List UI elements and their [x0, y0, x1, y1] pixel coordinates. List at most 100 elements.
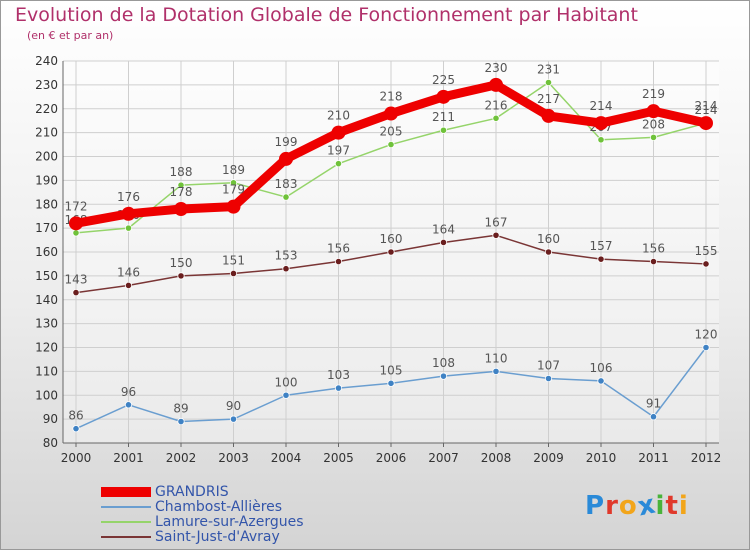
data-point: [282, 265, 290, 273]
data-label: 91: [646, 397, 661, 411]
x-tick-label: 2001: [113, 451, 144, 465]
data-point: [282, 391, 290, 399]
y-tick-label: 120: [35, 341, 58, 355]
data-point: [124, 401, 133, 409]
data-label: 225: [432, 73, 455, 87]
data-point: [279, 151, 293, 166]
logo-letter: o: [618, 491, 638, 521]
data-point: [229, 415, 238, 423]
logo-letter: t: [665, 491, 679, 521]
data-point: [439, 372, 448, 380]
data-point: [334, 160, 343, 168]
data-label: 214: [695, 103, 718, 117]
data-label: 230: [485, 61, 508, 75]
data-label: 218: [380, 90, 403, 104]
data-label: 155: [695, 244, 718, 258]
legend-swatch: [101, 506, 151, 508]
data-label: 216: [485, 98, 508, 112]
data-label: 107: [537, 359, 560, 373]
data-label: 103: [327, 368, 350, 382]
series-saint-just-d-avray: 143 146 150 151 153 156 160 164 167 160 157 156 155: [65, 215, 718, 297]
x-tick-label: 2003: [218, 451, 249, 465]
data-label: 156: [642, 242, 665, 256]
data-label: 86: [68, 409, 83, 423]
data-label: 231: [537, 62, 560, 76]
data-point: [72, 288, 80, 297]
data-point: [229, 179, 238, 187]
data-point: [489, 77, 503, 92]
y-tick-label: 80: [43, 436, 58, 450]
data-label: 160: [537, 232, 560, 246]
y-tick-label: 200: [35, 150, 58, 164]
data-label: 100: [275, 375, 298, 389]
data-label: 214: [695, 99, 718, 113]
data-point: [699, 116, 713, 131]
data-point: [597, 136, 605, 144]
data-point: [334, 257, 343, 266]
data-point: [544, 374, 553, 383]
data-label: 106: [590, 361, 613, 375]
y-tick-label: 210: [35, 126, 58, 140]
x-tick-label: 2004: [271, 451, 302, 465]
chart-subtitle: (en € et par an): [27, 29, 114, 42]
data-label: 211: [432, 110, 455, 124]
data-point: [492, 231, 500, 239]
data-label: 153: [275, 249, 298, 263]
data-point: [177, 272, 185, 280]
data-label: 89: [173, 402, 188, 416]
proxiti-logo: Proxiti: [585, 489, 689, 522]
data-point: [702, 343, 710, 352]
data-label: 110: [485, 351, 508, 365]
legend-label: Chambost-Allières: [155, 499, 283, 515]
data-label: 90: [226, 399, 241, 413]
data-point: [124, 224, 133, 232]
data-label: 108: [432, 356, 455, 370]
data-point: [229, 269, 238, 278]
legend-swatch: [101, 487, 151, 497]
logo-letter: i: [655, 491, 666, 521]
data-point: [597, 377, 605, 385]
data-label: 172: [65, 199, 88, 213]
y-tick-label: 180: [35, 197, 58, 211]
data-label: 167: [485, 215, 508, 229]
x-tick-label: 2002: [166, 451, 197, 465]
logo-letter: i: [678, 491, 689, 521]
data-label: 176: [117, 190, 140, 204]
data-label: 179: [222, 183, 245, 197]
x-tick-label: 2008: [481, 451, 512, 465]
chart-title: Evolution de la Dotation Globale de Fonc…: [15, 4, 638, 26]
x-tick-label: 2006: [376, 451, 407, 465]
series-grandris: 172 176 178 179 199 210 218 225 230 217 214 219 214: [65, 61, 718, 231]
data-point: [387, 140, 395, 149]
y-tick-label: 110: [35, 364, 58, 378]
data-point: [72, 425, 80, 433]
x-tick-label: 2011: [638, 451, 669, 465]
data-label: 157: [590, 239, 613, 253]
data-label: 188: [170, 165, 193, 179]
data-label: 199: [275, 135, 298, 149]
data-point: [387, 379, 395, 387]
data-label: 197: [327, 144, 350, 158]
y-tick-label: 170: [35, 221, 58, 235]
x-tick-label: 2009: [533, 451, 564, 465]
data-point: [439, 238, 448, 247]
data-point: [492, 114, 500, 122]
data-label: 183: [275, 177, 298, 191]
data-point: [121, 206, 136, 221]
y-tick-label: 240: [35, 54, 58, 68]
data-point: [594, 116, 608, 131]
data-point: [334, 384, 343, 392]
data-label: 156: [327, 242, 350, 256]
data-point: [384, 106, 398, 121]
data-label: 164: [432, 222, 455, 236]
data-point: [387, 248, 395, 256]
y-tick-label: 90: [43, 412, 58, 426]
data-point: [649, 133, 658, 141]
data-point: [124, 281, 133, 290]
data-label: 214: [590, 99, 613, 113]
data-label: 150: [170, 256, 193, 270]
data-label: 189: [222, 163, 245, 177]
data-point: [72, 229, 80, 237]
